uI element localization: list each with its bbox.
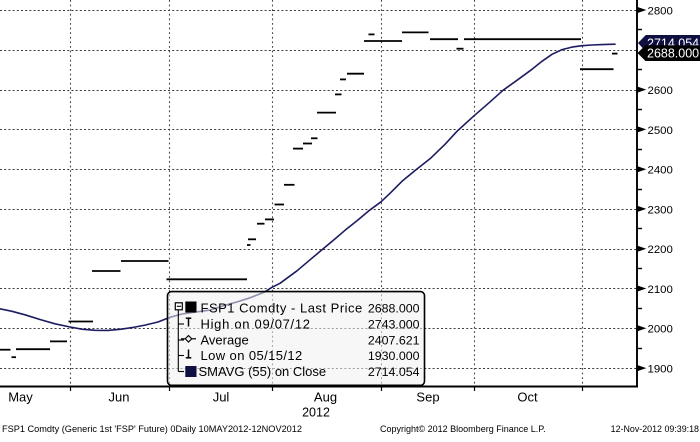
svg-text:12-Nov-2012 09:39:18: 12-Nov-2012 09:39:18 <box>611 424 699 434</box>
svg-text:Jul: Jul <box>213 389 230 404</box>
svg-text:May: May <box>8 389 33 404</box>
svg-text:2300: 2300 <box>648 204 673 216</box>
svg-text:2200: 2200 <box>648 244 673 256</box>
svg-text:2743.000: 2743.000 <box>368 318 420 332</box>
svg-text:FSP1 Comdty (Generic 1st 'FSP': FSP1 Comdty (Generic 1st 'FSP' Future) 0… <box>2 424 302 434</box>
svg-text:Oct: Oct <box>517 389 538 404</box>
svg-text:2600: 2600 <box>648 85 673 97</box>
svg-text:High on 09/07/12: High on 09/07/12 <box>201 317 311 332</box>
svg-text:2800: 2800 <box>648 5 673 17</box>
svg-text:Low on 05/15/12: Low on 05/15/12 <box>201 348 303 363</box>
svg-text:Aug: Aug <box>314 389 337 404</box>
svg-text:Jun: Jun <box>109 389 130 404</box>
svg-text:FSP1 Comdty - Last Price: FSP1 Comdty - Last Price <box>201 301 363 316</box>
svg-text:2400: 2400 <box>648 165 673 177</box>
svg-text:2688.000: 2688.000 <box>647 47 699 61</box>
svg-text:SMAVG (55) on Close: SMAVG (55) on Close <box>199 364 327 379</box>
svg-text:Average: Average <box>201 333 249 348</box>
svg-text:2688.000: 2688.000 <box>368 302 420 316</box>
svg-text:2100: 2100 <box>648 284 673 296</box>
svg-text:2012: 2012 <box>302 406 330 420</box>
svg-text:1930.000: 1930.000 <box>368 349 420 363</box>
svg-text:2000: 2000 <box>648 324 673 336</box>
svg-text:Copyright© 2012 Bloomberg Fina: Copyright© 2012 Bloomberg Finance L.P. <box>380 424 546 434</box>
svg-text:2500: 2500 <box>648 125 673 137</box>
svg-text:2714.054: 2714.054 <box>368 365 420 379</box>
svg-text:Sep: Sep <box>416 389 439 404</box>
svg-text:1900: 1900 <box>648 364 673 376</box>
svg-text:2407.621: 2407.621 <box>368 334 420 348</box>
